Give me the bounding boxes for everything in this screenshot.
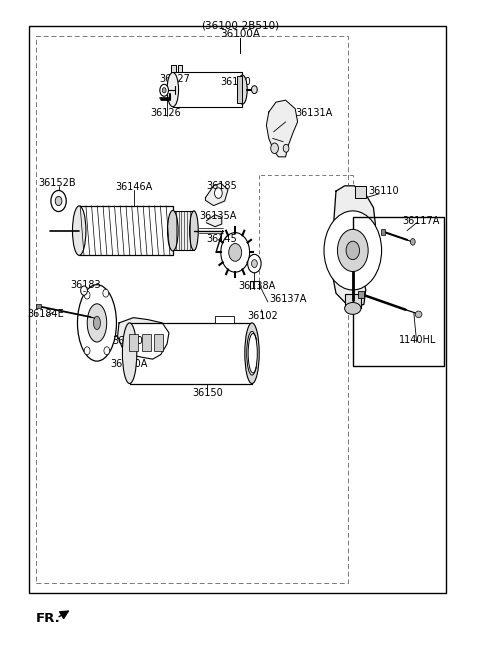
Text: 36183: 36183 (70, 280, 101, 291)
Bar (79, 206, 173, 255)
Text: 36146A: 36146A (116, 182, 153, 192)
Ellipse shape (77, 285, 117, 361)
Bar (154, 334, 163, 351)
Bar (237, 76, 242, 103)
Bar (173, 72, 242, 107)
Ellipse shape (345, 302, 361, 314)
Bar (215, 316, 234, 323)
Circle shape (104, 347, 110, 355)
Text: FR.: FR. (36, 612, 61, 625)
Polygon shape (266, 100, 298, 157)
Bar (36, 304, 41, 308)
Bar (36, 36, 348, 583)
Ellipse shape (94, 316, 100, 330)
Ellipse shape (168, 210, 178, 251)
Bar (353, 217, 444, 366)
Bar (381, 229, 385, 235)
Bar (129, 334, 138, 351)
Polygon shape (205, 183, 228, 206)
Text: 36100A: 36100A (220, 29, 260, 40)
Circle shape (215, 188, 222, 198)
Text: 36152B: 36152B (38, 178, 75, 188)
Text: 1140HL: 1140HL (399, 335, 436, 345)
Circle shape (346, 241, 360, 260)
Circle shape (162, 88, 166, 93)
Bar (174, 211, 194, 250)
Circle shape (51, 190, 66, 212)
Circle shape (248, 254, 261, 273)
Circle shape (252, 86, 257, 94)
Ellipse shape (167, 72, 179, 107)
Bar (142, 334, 151, 351)
Text: 36138A: 36138A (238, 281, 276, 291)
Text: 36145: 36145 (206, 233, 237, 244)
Polygon shape (118, 318, 169, 359)
Polygon shape (206, 215, 222, 227)
Text: 36126: 36126 (150, 108, 181, 119)
Bar (130, 323, 252, 384)
Ellipse shape (122, 323, 137, 384)
Ellipse shape (247, 331, 257, 375)
Bar (345, 294, 361, 308)
Ellipse shape (238, 75, 247, 104)
Text: 36117A: 36117A (403, 215, 440, 226)
Circle shape (337, 229, 368, 272)
Bar (178, 65, 182, 72)
Text: 36170: 36170 (112, 336, 143, 347)
Text: 36120: 36120 (220, 77, 251, 88)
Text: 36184E: 36184E (27, 308, 64, 319)
Text: 36185: 36185 (206, 181, 237, 191)
Ellipse shape (72, 206, 86, 255)
Circle shape (410, 239, 415, 245)
Ellipse shape (190, 211, 198, 250)
Circle shape (252, 260, 257, 268)
Circle shape (81, 286, 87, 295)
Circle shape (84, 347, 90, 355)
Text: 36137A: 36137A (270, 294, 307, 304)
Text: 36135A: 36135A (200, 211, 237, 221)
Circle shape (324, 211, 382, 290)
Circle shape (271, 143, 278, 154)
Bar (171, 65, 176, 72)
Ellipse shape (87, 304, 107, 342)
Bar (355, 186, 366, 198)
Circle shape (103, 289, 108, 297)
Circle shape (228, 243, 241, 261)
Circle shape (55, 196, 62, 206)
Circle shape (221, 233, 250, 272)
Bar (358, 291, 364, 298)
Polygon shape (330, 186, 375, 306)
Text: 36127: 36127 (160, 74, 191, 84)
Text: (36100-2B510): (36100-2B510) (201, 20, 279, 30)
Ellipse shape (245, 323, 259, 384)
Circle shape (160, 84, 168, 96)
Bar (29, 26, 446, 593)
Text: 36110: 36110 (369, 186, 399, 196)
Ellipse shape (415, 311, 422, 318)
Circle shape (283, 144, 289, 152)
Circle shape (84, 291, 90, 299)
Text: 36102: 36102 (248, 311, 278, 322)
Text: 36150: 36150 (192, 387, 223, 398)
Text: 36170A: 36170A (110, 358, 147, 369)
Text: 36131A: 36131A (295, 108, 333, 119)
